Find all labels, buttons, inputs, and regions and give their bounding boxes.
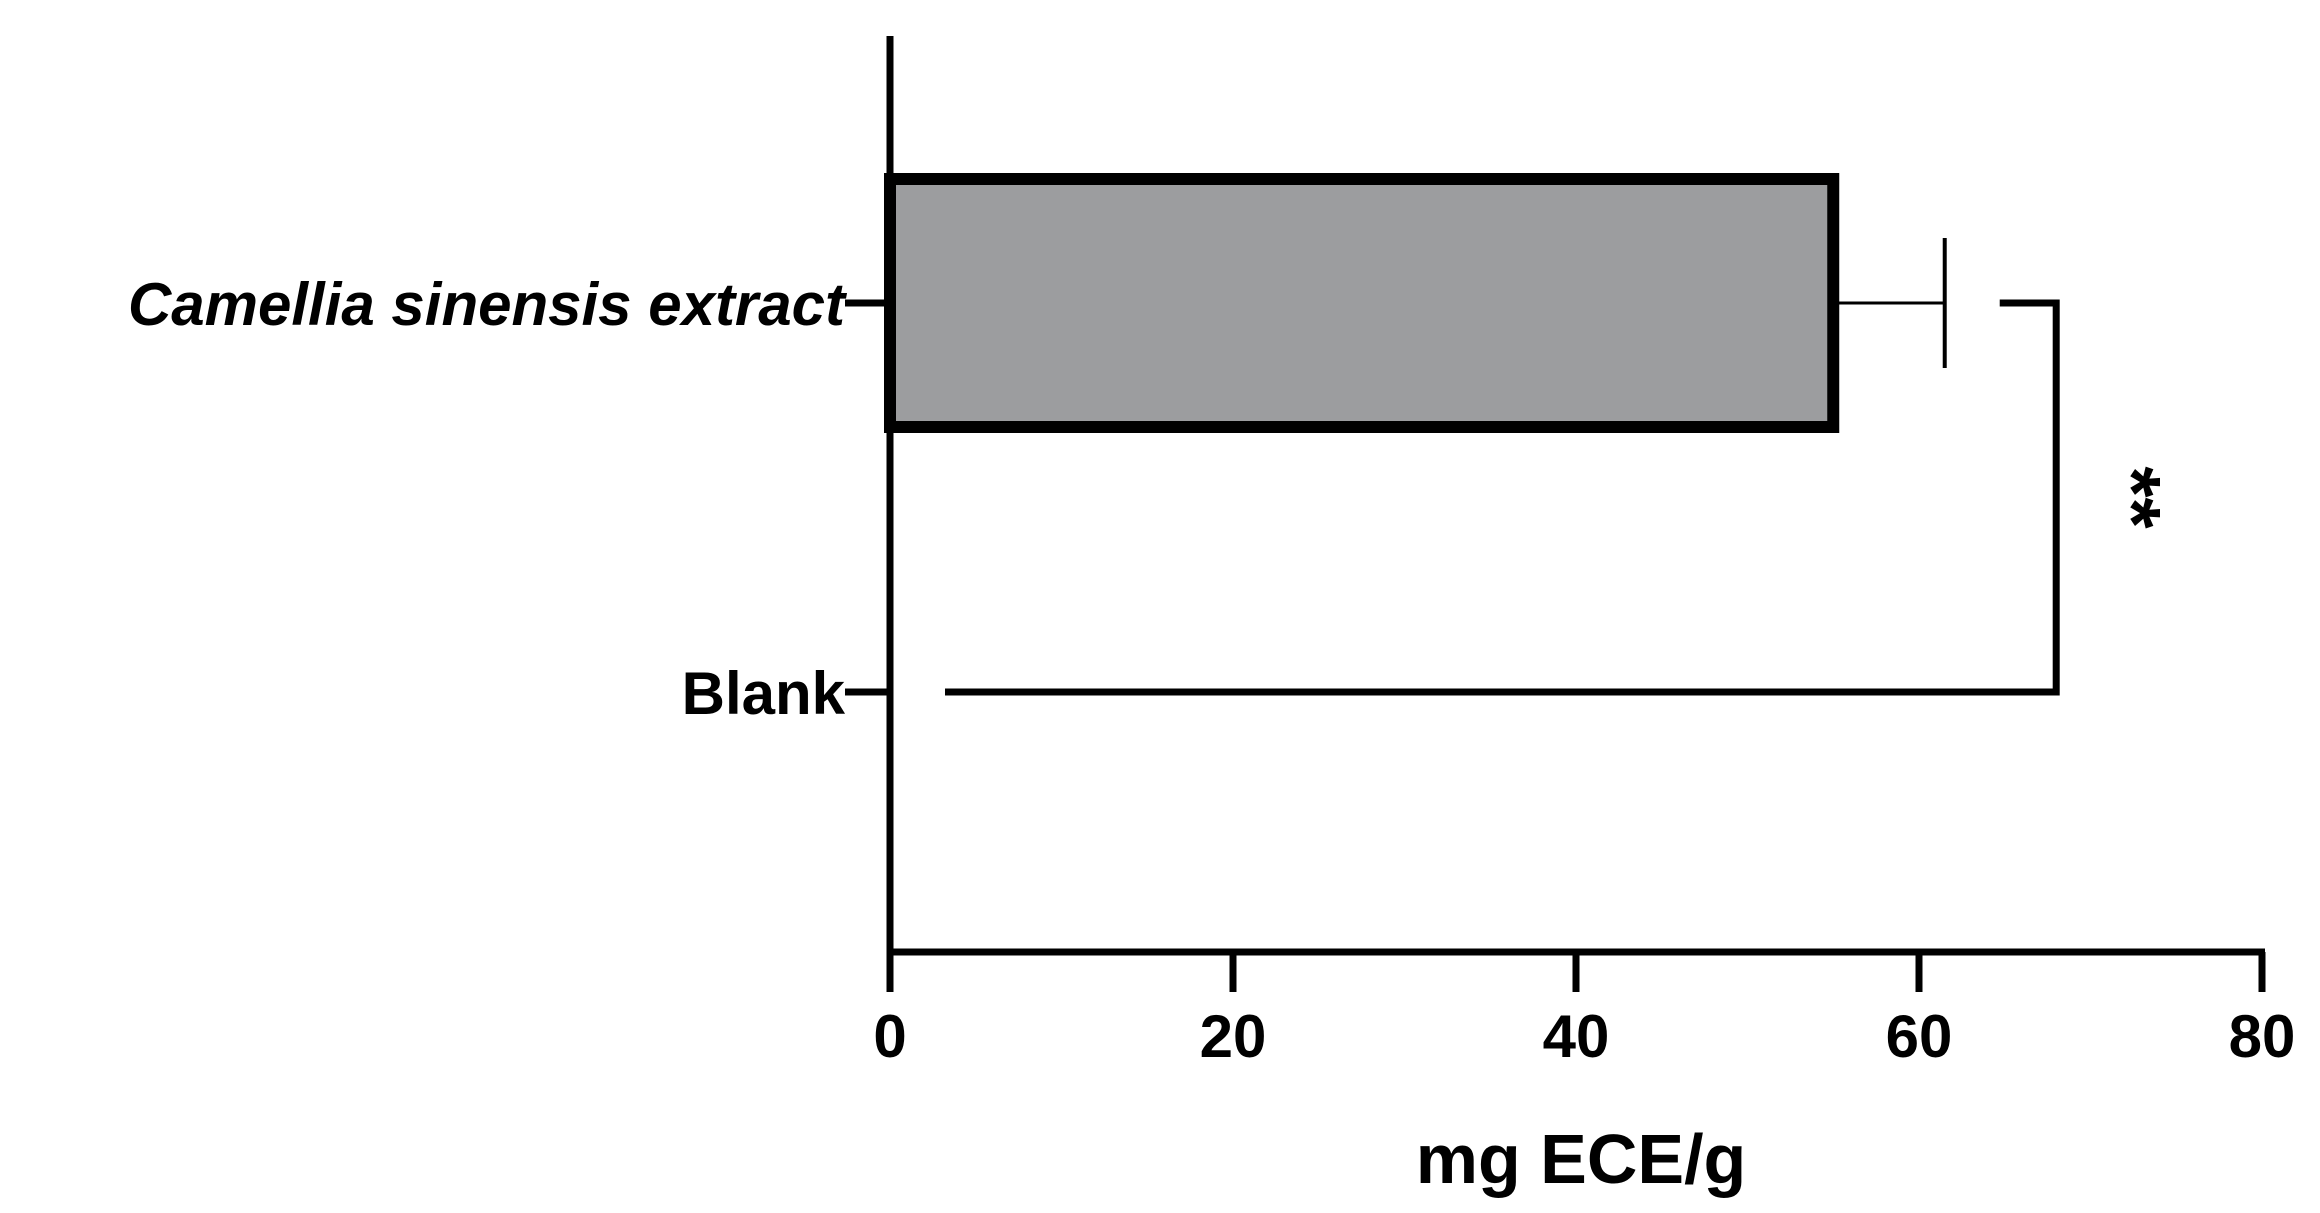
axes-layer [845,36,2266,992]
significance-bracket [945,299,2060,696]
x-axis-label: mg ECE/g [1416,1120,1747,1198]
x-tick-label-3: 60 [1886,1003,1953,1070]
x-tick-label-4: 80 [2229,1003,2296,1070]
x-tick-label-2: 40 [1543,1003,1610,1070]
bars-layer [884,173,1947,433]
x-tick-label-0: 0 [873,1003,906,1070]
x-tick-label-1: 20 [1200,1003,1267,1070]
significance-label: ** [2088,466,2177,529]
category-label-1: Blank [682,660,846,727]
bar-0 [884,173,1840,433]
category-label-0: Camellia sinensis extract [128,271,848,338]
labels-layer: 0 20 40 60 80 Camellia sinensis extract Blank *… [128,271,2295,1070]
